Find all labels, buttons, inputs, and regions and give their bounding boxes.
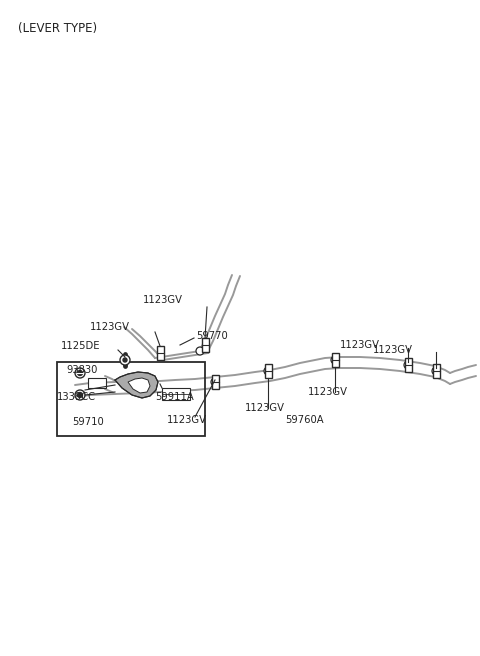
Text: 1125DE: 1125DE <box>60 341 100 351</box>
Text: 59710: 59710 <box>72 417 104 427</box>
Circle shape <box>211 378 219 386</box>
Bar <box>212 375 218 389</box>
Polygon shape <box>115 372 158 398</box>
Circle shape <box>123 358 127 362</box>
Text: 59760A: 59760A <box>285 415 324 425</box>
Text: 1123GV: 1123GV <box>340 340 380 350</box>
Text: 59911A: 59911A <box>155 392 194 402</box>
Bar <box>202 338 208 352</box>
Bar <box>332 353 338 367</box>
Bar <box>405 358 411 372</box>
Text: 1123GV: 1123GV <box>245 403 285 413</box>
Circle shape <box>264 367 272 375</box>
Text: 1339CC: 1339CC <box>57 392 96 402</box>
Bar <box>57 362 205 436</box>
Text: 1123GV: 1123GV <box>90 322 130 332</box>
Text: 1123GV: 1123GV <box>373 345 413 355</box>
Bar <box>432 364 440 378</box>
Bar <box>88 378 106 388</box>
Text: 59770: 59770 <box>196 331 228 341</box>
Text: 93830: 93830 <box>66 365 97 375</box>
Bar <box>156 346 164 360</box>
Text: (LEVER TYPE): (LEVER TYPE) <box>18 22 97 35</box>
Text: 1123GV: 1123GV <box>167 415 207 425</box>
Polygon shape <box>128 378 150 393</box>
Circle shape <box>75 368 85 378</box>
Circle shape <box>77 392 83 398</box>
Circle shape <box>120 355 130 365</box>
Circle shape <box>331 356 339 364</box>
Bar <box>162 388 190 400</box>
Circle shape <box>77 371 83 375</box>
Text: 1123GV: 1123GV <box>308 387 348 397</box>
Circle shape <box>432 367 440 375</box>
Circle shape <box>404 361 412 369</box>
Circle shape <box>196 347 204 355</box>
Bar <box>264 364 272 378</box>
Circle shape <box>75 390 85 400</box>
Text: 1123GV: 1123GV <box>143 295 183 305</box>
